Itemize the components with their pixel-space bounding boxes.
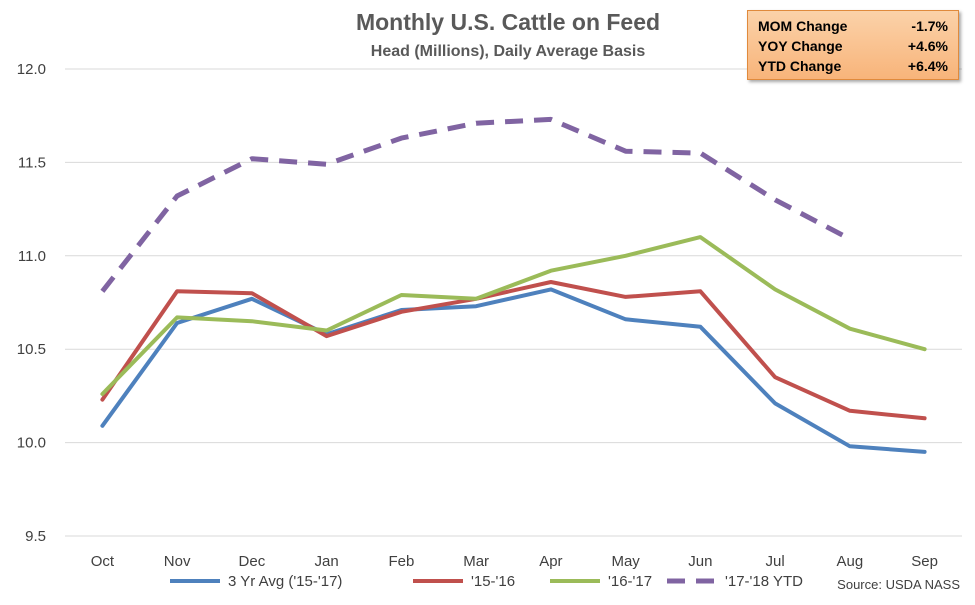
stat-value: +4.6% <box>907 38 948 54</box>
series-line <box>100 287 927 454</box>
x-tick-label: Jun <box>688 553 712 570</box>
y-tick-label: 9.5 <box>25 528 46 545</box>
stat-row-ytd: YTD Change +6.4% <box>758 56 948 76</box>
x-tick-label: Apr <box>539 553 562 570</box>
x-tick-label: May <box>611 553 640 570</box>
x-tick-label: Jul <box>766 553 785 570</box>
x-tick-label: Feb <box>388 553 414 570</box>
legend-label: '16-'17 <box>608 573 652 590</box>
legend-label: 3 Yr Avg ('15-'17) <box>228 573 342 590</box>
series-lines <box>100 116 927 454</box>
y-axis-ticks: 9.5 10.0 10.5 11.0 11.5 12.0 <box>17 61 46 545</box>
y-tick-label: 10.5 <box>17 341 46 358</box>
y-tick-label: 10.0 <box>17 435 46 452</box>
source-note: Source: USDA NASS <box>837 577 960 592</box>
series-line <box>100 280 927 421</box>
x-tick-label: Dec <box>239 553 266 570</box>
chart-subtitle: Head (Millions), Daily Average Basis <box>371 43 646 60</box>
y-tick-label: 11.0 <box>18 248 46 265</box>
x-tick-label: Aug <box>837 553 864 570</box>
y-tick-label: 12.0 <box>17 61 46 78</box>
stat-value: +6.4% <box>907 58 948 74</box>
x-tick-label: Nov <box>164 553 191 570</box>
gridlines <box>65 68 962 537</box>
x-tick-label: Sep <box>911 553 938 570</box>
stat-row-yoy: YOY Change +4.6% <box>758 36 948 56</box>
x-axis-ticks: Oct Nov Dec Jan Feb Mar Apr May Jun Jul Aug Sep <box>91 553 938 570</box>
stat-label: YOY Change <box>758 38 843 54</box>
y-tick-label: 11.5 <box>18 154 46 171</box>
stat-row-mom: MOM Change -1.7% <box>758 16 948 36</box>
stat-label: MOM Change <box>758 18 848 34</box>
legend: 3 Yr Avg ('15-'17) '15-'16 '16-'17 '17-'18 … <box>170 573 803 590</box>
series-line <box>100 116 852 293</box>
x-tick-label: Jan <box>315 553 339 570</box>
x-tick-label: Oct <box>91 553 115 570</box>
chart-title: Monthly U.S. Cattle on Feed <box>356 9 660 35</box>
stat-label: YTD Change <box>758 58 842 74</box>
legend-label: '17-'18 YTD <box>725 573 803 590</box>
x-tick-label: Mar <box>463 553 489 570</box>
stat-value: -1.7% <box>911 18 948 34</box>
legend-label: '15-'16 <box>471 573 515 590</box>
change-summary-box: MOM Change -1.7% YOY Change +4.6% YTD Ch… <box>747 10 959 80</box>
series-line <box>100 235 927 396</box>
